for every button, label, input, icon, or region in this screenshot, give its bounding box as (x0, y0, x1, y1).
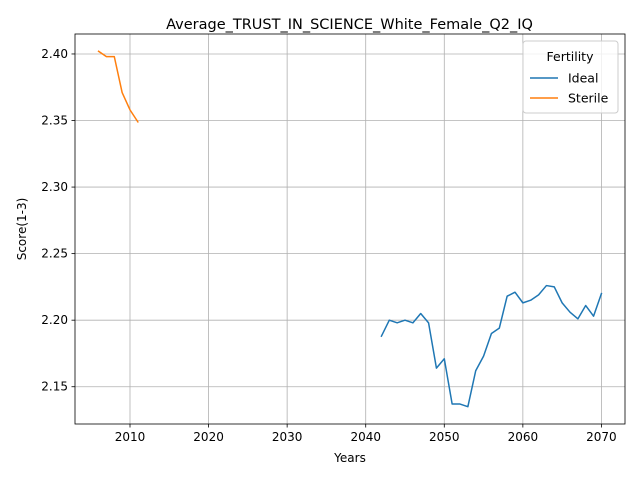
grid (75, 34, 625, 424)
x-tick-label: 2050 (429, 430, 460, 444)
chart-title: Average_TRUST_IN_SCIENCE_White_Female_Q2… (166, 17, 533, 33)
legend-title: Fertility (547, 49, 595, 64)
series-line-sterile (97, 50, 139, 123)
legend-label-sterile: Sterile (568, 91, 609, 106)
series-line-ideal (380, 284, 603, 408)
x-tick-label: 2040 (350, 430, 381, 444)
legend-label-ideal: Ideal (568, 71, 598, 86)
series-lines (97, 50, 603, 408)
axis-ticks: 2010 2020 2030 2040 2050 2060 2070 2.15 2.20 2.25… (41, 47, 616, 444)
x-tick-label: 2020 (193, 430, 224, 444)
y-tick-label: 2.30 (41, 180, 68, 194)
y-tick-label: 2.35 (41, 114, 68, 128)
y-tick-label: 2.25 (41, 247, 68, 261)
y-tick-label: 2.20 (41, 313, 68, 327)
x-tick-label: 2060 (508, 430, 539, 444)
x-tick-label: 2010 (115, 430, 146, 444)
y-tick-label: 2.40 (41, 47, 68, 61)
plot-area-frame (74, 33, 626, 425)
y-axis-title: Score(1-3) (15, 198, 29, 261)
x-axis-title: Years (333, 451, 366, 465)
x-tick-label: 2030 (272, 430, 303, 444)
y-tick-label: 2.15 (41, 380, 68, 394)
x-tick-label: 2070 (586, 430, 617, 444)
legend-box (522, 40, 619, 114)
legend: Fertility Ideal Sterile (522, 40, 619, 114)
